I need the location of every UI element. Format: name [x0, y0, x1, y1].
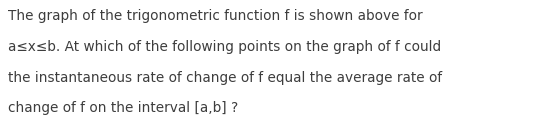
Text: The graph of the trigonometric function f is shown above for: The graph of the trigonometric function …	[8, 9, 423, 23]
Text: a≤x≤b. At which of the following points on the graph of f could: a≤x≤b. At which of the following points …	[8, 40, 441, 54]
Text: the instantaneous rate of change of f equal the average rate of: the instantaneous rate of change of f eq…	[8, 71, 442, 85]
Text: change of f on the interval [a,b] ?: change of f on the interval [a,b] ?	[8, 101, 239, 115]
